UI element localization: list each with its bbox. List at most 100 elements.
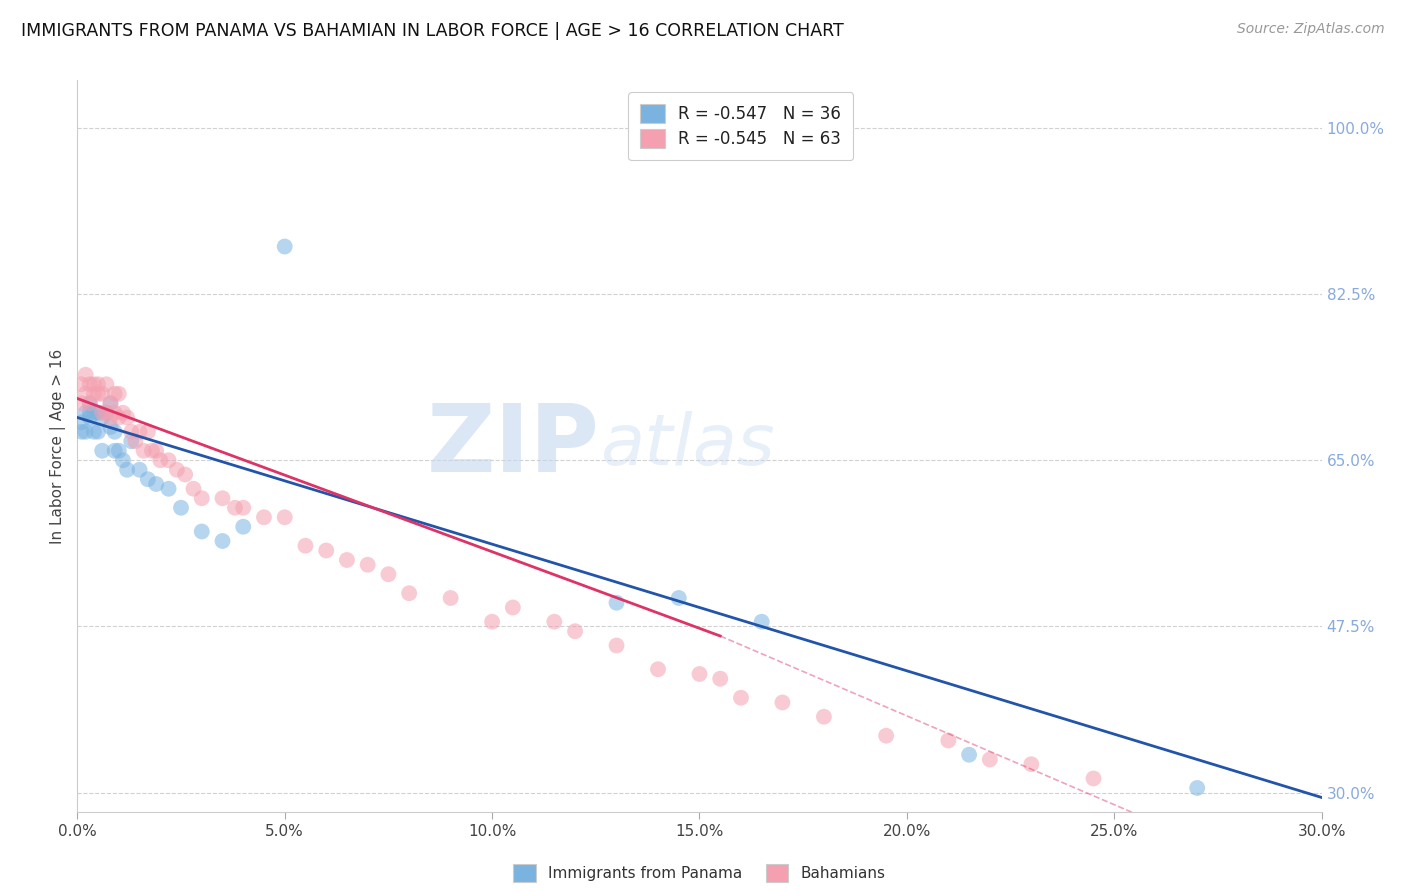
Point [124,434,146,449]
Point [79,406,101,420]
Point [772,696,794,710]
Point [83,386,105,401]
Point [79,396,101,410]
Point [96,406,118,420]
Point [79,377,101,392]
Point [132,443,155,458]
Point [111,453,134,467]
Point [709,672,731,686]
Point [157,453,180,467]
Point [157,482,180,496]
Point [100,396,122,410]
Point [211,533,233,548]
Point [120,425,142,439]
Point [149,453,172,467]
Point [647,662,669,676]
Point [253,510,276,524]
Text: Source: ZipAtlas.com: Source: ZipAtlas.com [1237,22,1385,37]
Point [115,410,138,425]
Point [83,425,105,439]
Point [145,443,167,458]
Point [1021,757,1043,772]
Point [70,396,93,410]
Point [274,510,297,524]
Point [606,639,628,653]
Point [91,386,114,401]
Point [174,467,197,482]
Point [979,752,1001,766]
Point [668,591,690,605]
Point [108,410,131,425]
Point [136,472,159,486]
Point [1187,780,1209,795]
Point [730,690,752,705]
Point [91,443,114,458]
Point [170,500,193,515]
Point [100,420,122,434]
Point [83,406,105,420]
Point [70,425,93,439]
Point [70,377,93,392]
Point [87,425,110,439]
Point [377,567,399,582]
Point [145,477,167,491]
Point [315,543,337,558]
Point [543,615,565,629]
Point [91,410,114,425]
Point [104,406,127,420]
Point [87,377,110,392]
Point [357,558,380,572]
Point [75,386,97,401]
Point [136,425,159,439]
Point [87,386,110,401]
Point [875,729,897,743]
Point [274,239,297,253]
Point [87,406,110,420]
Point [232,500,254,515]
Legend: Immigrants from Panama, Bahamians: Immigrants from Panama, Bahamians [508,858,891,888]
Point [75,425,97,439]
Point [183,482,205,496]
Point [75,406,97,420]
Point [111,406,134,420]
Point [938,733,960,747]
Point [128,425,150,439]
Point [481,615,503,629]
Point [751,615,773,629]
Point [83,377,105,392]
Point [70,415,93,429]
Point [957,747,980,762]
Point [108,443,131,458]
Point [564,624,586,639]
Point [1083,772,1105,786]
Point [79,396,101,410]
Point [294,539,316,553]
Point [104,443,127,458]
Text: ZIP: ZIP [427,400,600,492]
Point [398,586,420,600]
Point [141,443,163,458]
Text: IMMIGRANTS FROM PANAMA VS BAHAMIAN IN LABOR FORCE | AGE > 16 CORRELATION CHART: IMMIGRANTS FROM PANAMA VS BAHAMIAN IN LA… [21,22,844,40]
Point [232,520,254,534]
Point [100,396,122,410]
Point [211,491,233,506]
Point [606,596,628,610]
Point [104,386,127,401]
Point [96,406,118,420]
Point [108,386,131,401]
Point [96,377,118,392]
Point [128,463,150,477]
Point [166,463,188,477]
Point [813,710,835,724]
Point [75,368,97,382]
Point [100,410,122,425]
Point [104,425,127,439]
Point [502,600,524,615]
Point [120,434,142,449]
Y-axis label: In Labor Force | Age > 16: In Labor Force | Age > 16 [51,349,66,543]
Point [191,491,214,506]
Text: atlas: atlas [600,411,775,481]
Point [79,410,101,425]
Point [115,463,138,477]
Point [91,406,114,420]
